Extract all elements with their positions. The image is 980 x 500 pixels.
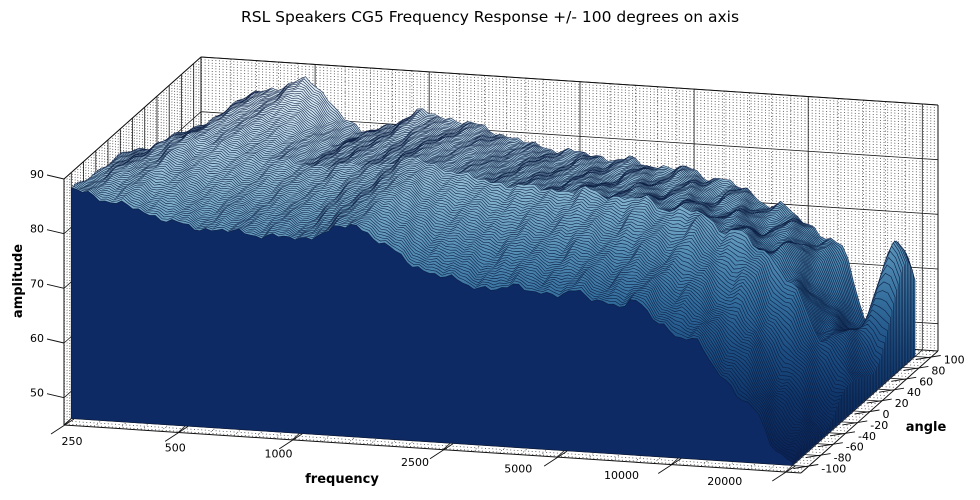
amp-tick-label: 90: [30, 168, 44, 181]
angle-tick-label: 100: [944, 354, 965, 367]
amp-tick-label: 80: [30, 223, 44, 236]
angle-tick-label: -20: [870, 419, 888, 432]
angle-tick-label: 40: [907, 386, 921, 399]
z-axis-label: amplitude: [11, 244, 26, 318]
angle-tick-label: -40: [858, 430, 876, 443]
chart-title: RSL Speakers CG5 Frequency Response +/- …: [241, 8, 739, 26]
freq-tick-label: 1000: [265, 448, 293, 461]
angle-tick-label: 0: [883, 408, 890, 421]
amp-tick-label: 70: [30, 277, 44, 290]
freq-tick-label: 250: [62, 435, 83, 448]
axis-tick-marks: [46, 174, 941, 482]
freq-tick-label: 500: [165, 441, 186, 454]
angle-tick-label: -60: [846, 441, 864, 454]
freq-tick-label: 10000: [604, 469, 639, 482]
freq-tick-label: 20000: [707, 475, 742, 488]
y-axis-label: angle: [906, 420, 947, 435]
amp-tick-label: 60: [30, 332, 44, 345]
surface-waterfall: [70, 76, 916, 466]
angle-tick-label: 20: [895, 397, 909, 410]
angle-tick-label: 60: [919, 375, 933, 388]
angle-tick-label: 80: [931, 364, 945, 377]
freq-tick-label: 5000: [504, 462, 532, 475]
amp-tick-label: 50: [30, 387, 44, 400]
angle-tick-label: -100: [821, 463, 846, 476]
angle-tick-label: -80: [834, 452, 852, 465]
freq-tick-label: 2500: [401, 456, 429, 469]
x-axis-label: frequency: [305, 472, 379, 487]
